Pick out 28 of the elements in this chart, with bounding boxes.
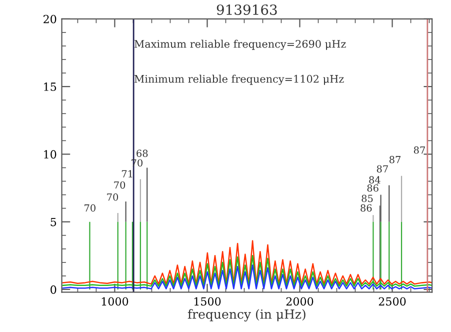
annotation: 70 xyxy=(114,181,126,189)
annotation: 70 xyxy=(107,193,118,201)
annotation: 68 xyxy=(136,150,148,157)
annotation: Maximum reliable frequency=2690 μHz xyxy=(134,40,346,50)
x-tick-label: 2000 xyxy=(286,297,314,306)
annotation: 71 xyxy=(122,170,132,178)
y-tick-label: 10 xyxy=(44,150,56,159)
line-series xyxy=(62,255,432,287)
chart-title: 9139163 xyxy=(216,4,277,15)
annotation: 85 xyxy=(362,194,373,202)
y-tick-label: 20 xyxy=(44,14,56,24)
x-axis-title: frequency (in μHz) xyxy=(188,309,306,322)
annotation: 84 xyxy=(369,176,380,184)
annotation: 70 xyxy=(84,204,96,212)
x-tick-label: 1000 xyxy=(102,297,128,306)
y-tick-label: 15 xyxy=(44,82,56,91)
line-series xyxy=(62,240,432,285)
x-tick-label: 2500 xyxy=(378,297,406,306)
annotation: 87 xyxy=(414,146,425,154)
annotation: 87 xyxy=(376,165,388,173)
annotation: 86 xyxy=(367,184,378,192)
annotation: Minimum reliable frequency=1102 μHz xyxy=(134,74,344,85)
annotation: 86 xyxy=(360,204,372,212)
y-tick-label: 0 xyxy=(50,285,56,294)
line-series xyxy=(62,264,432,290)
x-tick-label: 1500 xyxy=(194,297,221,306)
y-tick-label: 5 xyxy=(50,218,56,226)
annotation: 87 xyxy=(389,156,401,164)
